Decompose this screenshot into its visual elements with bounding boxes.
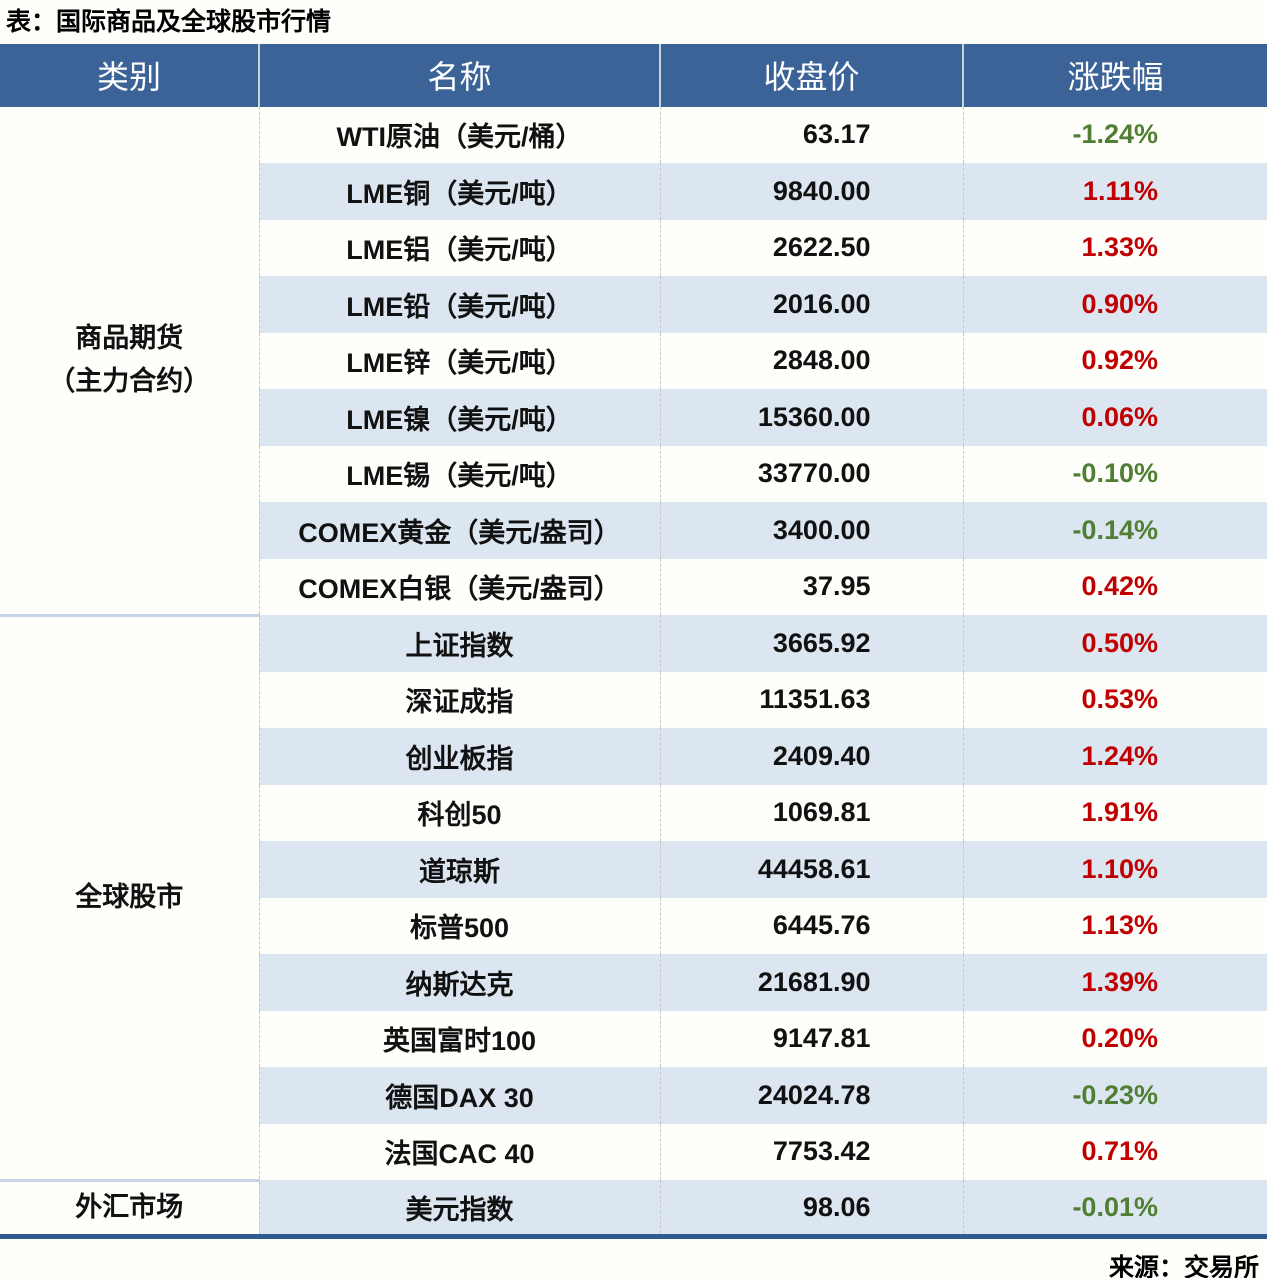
table-row: LME铅（美元/吨） 2016.00 0.90% <box>0 276 1267 333</box>
table-body: 商品期货 （主力合约） WTI原油（美元/桶） 63.17 -1.24% LME铜（美元/… <box>0 106 1267 1237</box>
table-row: 科创50 1069.81 1.91% <box>0 784 1267 841</box>
instrument-name-cell: 深证成指 <box>258 671 660 728</box>
change-percent-cell: 0.50% <box>962 615 1267 672</box>
close-price-cell: 1069.81 <box>659 784 963 841</box>
change-percent-cell: -0.14% <box>962 502 1267 559</box>
table-row: 纳斯达克 21681.90 1.39% <box>0 954 1267 1011</box>
source-note: 来源：交易所 <box>1108 1254 1259 1278</box>
change-percent-cell: 1.39% <box>962 954 1267 1011</box>
header-name: 名称 <box>258 43 660 107</box>
table-row: 标普500 6445.76 1.13% <box>0 897 1267 954</box>
close-price-cell: 98.06 <box>659 1180 963 1237</box>
change-percent-cell: 0.53% <box>962 671 1267 728</box>
instrument-name-cell: 纳斯达克 <box>258 954 660 1011</box>
instrument-name-cell: 法国CAC 40 <box>258 1123 660 1180</box>
instrument-name-cell: LME铜（美元/吨） <box>258 163 660 220</box>
category-cell: 外汇市场 <box>0 1178 259 1237</box>
table-row: 法国CAC 40 7753.42 0.71% <box>0 1123 1267 1180</box>
table-row: LME镍（美元/吨） 15360.00 0.06% <box>0 389 1267 446</box>
change-percent-cell: 0.06% <box>962 389 1267 446</box>
close-price-cell: 3400.00 <box>659 502 963 559</box>
change-percent-cell: 0.90% <box>962 276 1267 333</box>
header-row: 类别 名称 收盘价 涨跌幅 <box>0 43 1267 107</box>
instrument-name-cell: LME镍（美元/吨） <box>258 389 660 446</box>
table-row: COMEX黄金（美元/盎司） 3400.00 -0.14% <box>0 502 1267 559</box>
instrument-name-cell: LME锌（美元/吨） <box>258 332 660 389</box>
close-price-cell: 44458.61 <box>659 841 963 898</box>
instrument-name-cell: 英国富时100 <box>258 1010 660 1067</box>
close-price-cell: 9147.81 <box>659 1010 963 1067</box>
table-row: 全球股市 上证指数 3665.92 0.50% <box>0 613 1267 1180</box>
close-price-cell: 2848.00 <box>659 332 963 389</box>
change-percent-cell: -0.23% <box>962 1067 1267 1124</box>
change-percent-cell: 0.92% <box>962 332 1267 389</box>
close-price-cell: 33770.00 <box>659 445 963 502</box>
category-line: （主力合约） <box>48 366 211 396</box>
table-row: 创业板指 2409.40 1.24% <box>0 728 1267 785</box>
close-price-cell: 6445.76 <box>659 897 963 954</box>
category-line: 全球股市 <box>75 881 184 912</box>
close-price-cell: 37.95 <box>659 558 963 615</box>
close-price-cell: 21681.90 <box>659 954 963 1011</box>
category-line: 商品期货 <box>75 322 184 353</box>
table-row: COMEX白银（美元/盎司） 37.95 0.42% <box>0 558 1267 615</box>
header-close-price: 收盘价 <box>659 43 963 107</box>
close-price-cell: 2409.40 <box>659 728 963 785</box>
change-percent-cell: -0.01% <box>962 1180 1267 1237</box>
instrument-name-cell: 上证指数 <box>258 615 660 672</box>
change-percent-cell: 1.10% <box>962 841 1267 898</box>
instrument-name-cell: 美元指数 <box>258 1180 660 1237</box>
instrument-name-cell: COMEX黄金（美元/盎司） <box>258 502 660 559</box>
table-row: 德国DAX 30 24024.78 -0.23% <box>0 1067 1267 1124</box>
table-row: 英国富时100 9147.81 0.20% <box>0 1010 1267 1067</box>
table-row: LME铜（美元/吨） 9840.00 1.11% <box>0 163 1267 220</box>
table-row: 深证成指 11351.63 0.53% <box>0 671 1267 728</box>
header-category: 类别 <box>0 43 259 107</box>
close-price-cell: 15360.00 <box>659 389 963 446</box>
instrument-name-cell: LME铝（美元/吨） <box>258 219 660 276</box>
change-percent-cell: -0.10% <box>962 445 1267 502</box>
instrument-name-cell: 科创50 <box>258 784 660 841</box>
change-percent-cell: 0.71% <box>962 1123 1267 1180</box>
instrument-name-cell: 标普500 <box>258 897 660 954</box>
category-cell: 商品期货 （主力合约） <box>0 106 259 615</box>
market-table: 类别 名称 收盘价 涨跌幅 商品期货 （主力合约） WTI原油（美元/桶） 63.17… <box>0 43 1267 1239</box>
close-price-cell: 11351.63 <box>659 671 963 728</box>
close-price-cell: 24024.78 <box>659 1067 963 1124</box>
change-percent-cell: 1.24% <box>962 728 1267 785</box>
close-price-cell: 3665.92 <box>659 615 963 672</box>
close-price-cell: 9840.00 <box>659 163 963 220</box>
table-row: 商品期货 （主力合约） WTI原油（美元/桶） 63.17 -1.24% <box>0 106 1267 615</box>
table-row: 外汇市场 美元指数 98.06 -0.01% <box>0 1178 1267 1237</box>
table-header: 类别 名称 收盘价 涨跌幅 <box>0 43 1267 107</box>
instrument-name-cell: LME铅（美元/吨） <box>258 276 660 333</box>
instrument-name-cell: 创业板指 <box>258 728 660 785</box>
instrument-name-cell: WTI原油（美元/桶） <box>258 106 660 163</box>
category-cell: 全球股市 <box>0 613 259 1180</box>
change-percent-cell: 1.91% <box>962 784 1267 841</box>
change-percent-cell: 1.13% <box>962 897 1267 954</box>
table-title: 表：国际商品及全球股市行情 <box>6 8 332 36</box>
header-change-percent: 涨跌幅 <box>962 43 1267 107</box>
instrument-name-cell: COMEX白银（美元/盎司） <box>258 558 660 615</box>
table-row: LME锌（美元/吨） 2848.00 0.92% <box>0 332 1267 389</box>
close-price-cell: 7753.42 <box>659 1123 963 1180</box>
change-percent-cell: 0.42% <box>962 558 1267 615</box>
change-percent-cell: -1.24% <box>962 106 1267 163</box>
table-row: LME锡（美元/吨） 33770.00 -0.10% <box>0 445 1267 502</box>
instrument-name-cell: 道琼斯 <box>258 841 660 898</box>
instrument-name-cell: LME锡（美元/吨） <box>258 445 660 502</box>
change-percent-cell: 0.20% <box>962 1010 1267 1067</box>
close-price-cell: 2622.50 <box>659 219 963 276</box>
category-line: 外汇市场 <box>75 1192 184 1223</box>
table-row: 道琼斯 44458.61 1.10% <box>0 841 1267 898</box>
close-price-cell: 2016.00 <box>659 276 963 333</box>
close-price-cell: 63.17 <box>659 106 963 163</box>
change-percent-cell: 1.11% <box>962 163 1267 220</box>
table-row: LME铝（美元/吨） 2622.50 1.33% <box>0 219 1267 276</box>
instrument-name-cell: 德国DAX 30 <box>258 1067 660 1124</box>
change-percent-cell: 1.33% <box>962 219 1267 276</box>
